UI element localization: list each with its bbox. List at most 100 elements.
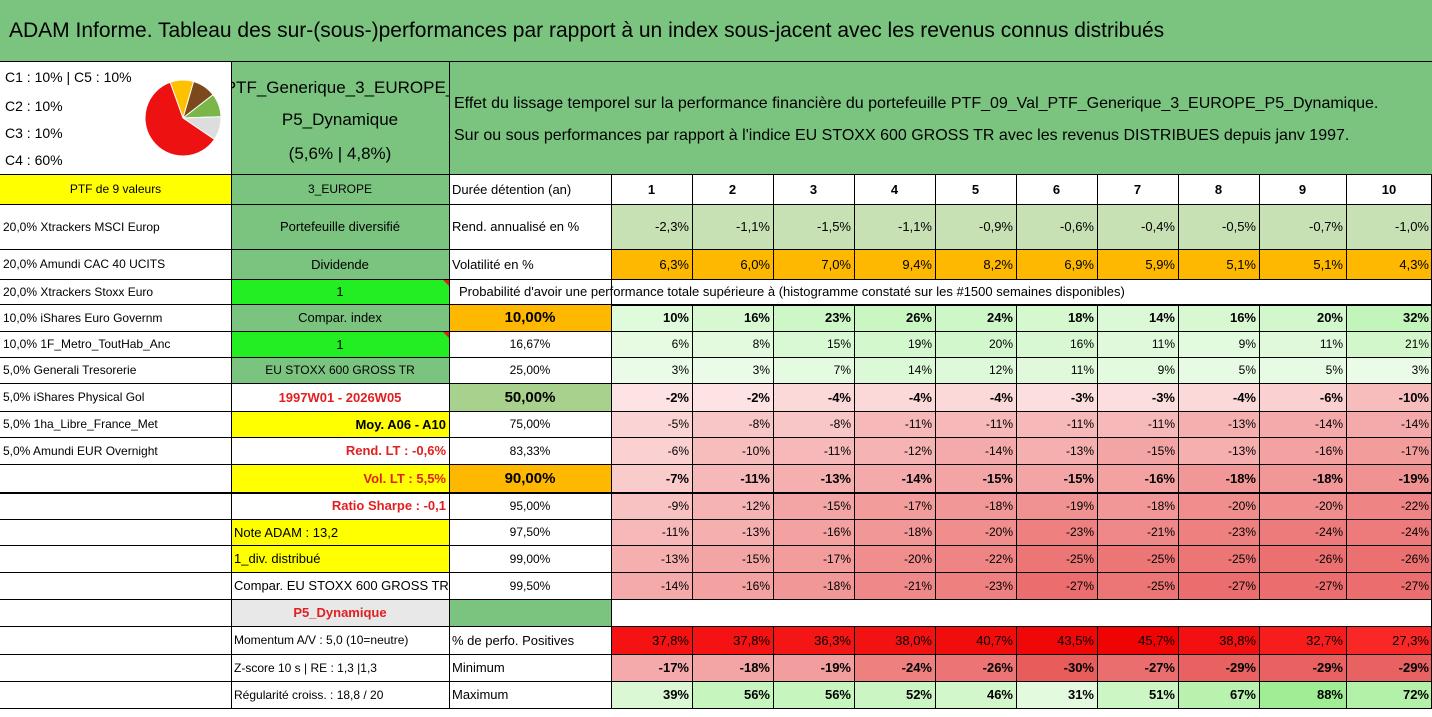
vol-bg <box>1097 249 1178 279</box>
quantile-bg <box>1016 331 1097 357</box>
rend-value: -1,5% <box>817 219 851 234</box>
grid-line <box>611 174 612 304</box>
quantile-bg <box>1259 383 1346 411</box>
quantile-bg <box>854 357 935 383</box>
rend-value: -0,9% <box>979 219 1013 234</box>
quantile-bg <box>1346 304 1432 331</box>
quantile-bg <box>1097 331 1178 357</box>
ptf-count-bg <box>0 174 231 204</box>
grid-line <box>0 545 1432 546</box>
allocation-pie-chart <box>144 79 222 157</box>
quantile-value: 16% <box>1229 310 1256 325</box>
quantile-bg <box>611 492 692 519</box>
quantile-value: -6% <box>667 443 689 458</box>
quantile-bg <box>1259 331 1346 357</box>
year-header: 1 <box>647 181 656 197</box>
vol-label: Volatilité en % <box>452 256 534 272</box>
quantile-bg <box>854 572 935 599</box>
quantile-value: -19% <box>1065 498 1094 513</box>
quantile-value: -11% <box>985 417 1013 431</box>
maximum-bg <box>1016 681 1097 708</box>
vol-bg <box>1178 249 1259 279</box>
minimum-bg <box>692 654 773 681</box>
quantile-value: 15% <box>826 337 851 351</box>
quantile-bg <box>611 383 692 411</box>
quantile-value: -16% <box>1314 443 1343 458</box>
maximum-bg <box>1259 681 1346 708</box>
rend-bg <box>1016 204 1097 249</box>
grid-line <box>0 708 1432 709</box>
quantile-bg <box>773 572 854 599</box>
vol-bg <box>773 249 854 279</box>
quantile-value: -9% <box>667 498 689 513</box>
quantile-value: -22% <box>984 551 1013 566</box>
grid-line <box>1346 304 1347 599</box>
quantile-bg <box>1346 437 1432 464</box>
quantile-value: -4% <box>908 389 932 405</box>
prob-level: 10,00% <box>504 309 556 326</box>
quantile-value: 20% <box>988 337 1013 351</box>
quantile-value: 23% <box>824 310 851 325</box>
vol-value: 6,0% <box>740 256 770 272</box>
prob-bg <box>449 464 611 492</box>
quantile-value: -23% <box>984 578 1013 593</box>
quantile-value: -25% <box>1227 551 1256 566</box>
quantile-value: -27% <box>1314 578 1343 593</box>
quantile-value: 19% <box>907 337 932 351</box>
sharpe-cell: Ratio Sharpe : -0,1 <box>331 498 446 513</box>
compar-index-cell: Compar. index <box>298 310 382 325</box>
title-bar <box>0 0 1432 61</box>
quantile-bg <box>773 383 854 411</box>
rend-value: -2,3% <box>655 219 689 234</box>
rend-bg <box>1259 204 1346 249</box>
regularite-cell: Régularité croiss. : 18,8 / 20 <box>234 687 384 702</box>
quantile-bg <box>1346 357 1432 383</box>
quantile-value: -5% <box>667 417 689 431</box>
quantile-value: 3% <box>752 363 770 377</box>
positives-value: 38,8% <box>1219 632 1256 648</box>
quantile-value: -13% <box>741 525 770 539</box>
grid-line <box>935 174 936 279</box>
div-distrib-cell-bg <box>231 545 449 572</box>
momentum-cell: Momentum A/V : 5,0 (10=neutre) <box>234 633 409 647</box>
grid-line <box>1097 626 1098 708</box>
minimum-bg <box>1016 654 1097 681</box>
index-name-cell: EU STOXX 600 GROSS TR <box>265 363 415 377</box>
grid-line <box>611 304 1432 306</box>
note-cell: Note ADAM : 13,2 <box>234 524 339 540</box>
quantile-bg <box>854 492 935 519</box>
maximum-value: 56% <box>743 687 770 702</box>
zscore-cell: Z-score 10 s | RE : 1,3 |1,3 <box>234 660 377 675</box>
quantile-bg <box>1016 572 1097 599</box>
quantile-bg <box>1016 545 1097 572</box>
grid-line <box>692 626 693 708</box>
quantile-value: 5% <box>1238 363 1256 377</box>
grid-line <box>773 174 774 279</box>
quantile-value: -13% <box>660 551 689 566</box>
prob-label: Probabilité d'avoir une performance tota… <box>459 284 1125 299</box>
diversified-cell-bg <box>231 204 449 249</box>
quantile-value: -11% <box>661 525 689 539</box>
quantile-value: -21% <box>1146 525 1175 539</box>
quantile-bg <box>611 304 692 331</box>
minimum-value: -29% <box>1398 660 1429 675</box>
quantile-value: 3% <box>671 363 689 377</box>
vol-bg <box>1259 249 1346 279</box>
grid-line <box>1097 174 1098 279</box>
quantile-bg <box>935 464 1016 492</box>
quantile-bg <box>1259 572 1346 599</box>
vol-value: 6,3% <box>659 256 689 272</box>
minimum-bg <box>611 654 692 681</box>
grid-line <box>0 519 1432 520</box>
rend-value: -0,6% <box>1060 219 1094 234</box>
quantile-value: -10% <box>741 443 770 458</box>
quantile-value: -12% <box>903 443 932 458</box>
region-cell: 3_EUROPE <box>307 182 373 196</box>
quantile-bg <box>1259 411 1346 437</box>
quantile-bg <box>1097 464 1178 492</box>
maximum-label: Maximum <box>452 687 509 702</box>
quantile-value: 24% <box>986 310 1013 325</box>
quantile-value: -12% <box>741 498 770 513</box>
grid-line <box>0 357 1432 358</box>
quantile-bg <box>1259 519 1346 545</box>
